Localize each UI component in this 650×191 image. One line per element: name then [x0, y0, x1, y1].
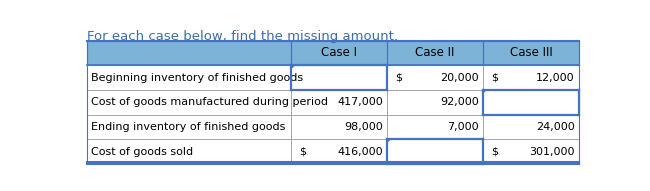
Bar — [291, 139, 387, 164]
Bar — [88, 41, 291, 65]
Bar — [387, 65, 483, 90]
Text: 24,000: 24,000 — [536, 122, 575, 132]
Polygon shape — [387, 139, 391, 143]
Text: For each case below, find the missing amount.: For each case below, find the missing am… — [88, 30, 398, 43]
Text: $: $ — [299, 146, 306, 156]
Text: 20,000: 20,000 — [441, 73, 479, 83]
Bar — [483, 139, 578, 164]
Bar — [291, 65, 387, 90]
Text: $: $ — [491, 146, 498, 156]
Text: Cost of goods manufactured during period: Cost of goods manufactured during period — [91, 97, 328, 107]
Text: Cost of goods sold: Cost of goods sold — [91, 146, 194, 156]
Bar — [88, 139, 291, 164]
Text: Case III: Case III — [510, 46, 552, 59]
Text: 92,000: 92,000 — [440, 97, 479, 107]
Bar — [483, 90, 578, 115]
Text: Ending inventory of finished goods: Ending inventory of finished goods — [91, 122, 286, 132]
Bar — [483, 115, 578, 139]
Text: Case I: Case I — [321, 46, 358, 59]
Bar — [88, 115, 291, 139]
Polygon shape — [483, 90, 487, 94]
Bar — [483, 41, 578, 65]
Bar — [291, 90, 387, 115]
Text: 417,000: 417,000 — [337, 97, 384, 107]
Text: $: $ — [491, 73, 498, 83]
Text: 7,000: 7,000 — [447, 122, 479, 132]
Bar — [387, 139, 483, 164]
Polygon shape — [291, 65, 295, 69]
Text: 12,000: 12,000 — [536, 73, 575, 83]
Bar — [387, 90, 483, 115]
Bar — [291, 115, 387, 139]
Bar — [88, 90, 291, 115]
Bar — [88, 65, 291, 90]
Bar — [291, 41, 387, 65]
Bar — [387, 41, 483, 65]
Text: 416,000: 416,000 — [337, 146, 384, 156]
Bar — [483, 65, 578, 90]
Text: Case II: Case II — [415, 46, 455, 59]
Text: 301,000: 301,000 — [529, 146, 575, 156]
Text: $: $ — [395, 73, 402, 83]
Text: Beginning inventory of finished goods: Beginning inventory of finished goods — [91, 73, 304, 83]
Text: 98,000: 98,000 — [344, 122, 383, 132]
Bar — [387, 115, 483, 139]
